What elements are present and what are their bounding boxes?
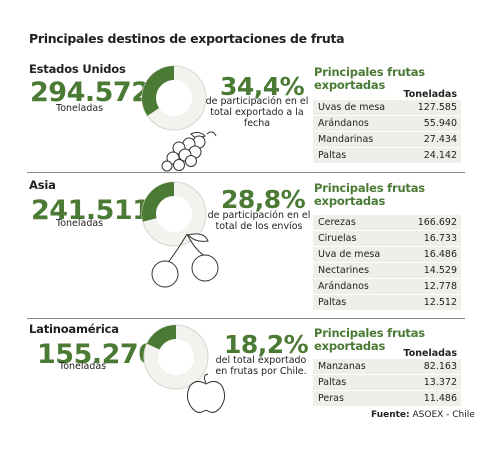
list-item: Ciruelas 16.733	[313, 231, 461, 246]
donut-share-slice	[142, 66, 175, 116]
list-item: Arándanos 12.778	[313, 279, 461, 294]
list-item: Paltas 13.372	[313, 375, 461, 390]
share-desc-estados-unidos: de participación en el total exportado a…	[205, 96, 309, 129]
list-item: Paltas 24.142	[313, 148, 461, 163]
region-name-latinoamerica: Latinoamérica	[29, 322, 119, 336]
list-item: Uva de mesa 16.486	[313, 247, 461, 262]
section-divider	[27, 172, 465, 173]
share-donut-estados-unidos	[141, 65, 207, 131]
unit-label: Toneladas	[59, 361, 107, 372]
unit-label: Toneladas	[56, 103, 104, 114]
section-divider	[27, 318, 465, 319]
share-donut-latinoamerica	[143, 324, 209, 390]
apple-icon	[186, 373, 226, 413]
list-item: Nectarines 14.529	[313, 263, 461, 278]
share-donut-asia	[141, 181, 207, 247]
list-item: Arándanos 55.940	[313, 116, 461, 131]
share-desc-latinoamerica: del total exportado en frutas por Chile.	[215, 355, 307, 377]
list-item: Manzanas 82.163	[313, 359, 461, 374]
page-title: Principales destinos de exportaciones de…	[29, 31, 345, 46]
grapes-icon	[161, 131, 217, 172]
list-item: Peras 11.486	[313, 391, 461, 406]
donut-share-slice	[146, 325, 177, 351]
list-header-latinoamerica: Toneladas	[403, 348, 457, 359]
list-title-asia: Principales frutas exportadas	[314, 181, 425, 208]
list-item: Cerezas 166.692	[313, 215, 461, 230]
list-title-latinoamerica: Principales frutas exportadas	[314, 326, 425, 353]
list-title-estados-unidos: Principales frutas exportadas	[314, 65, 425, 92]
region-total-latinoamerica: 155.270	[37, 339, 157, 370]
list-item: Mandarinas 27.434	[313, 132, 461, 147]
share-percent-latinoamerica: 18,2%	[224, 330, 309, 359]
share-desc-asia: de participación en el total de los enví…	[207, 210, 311, 232]
region-name-asia: Asia	[29, 178, 56, 192]
share-percent-asia: 28,8%	[221, 185, 306, 214]
list-item: Paltas 12.512	[313, 295, 461, 310]
unit-label: Toneladas	[56, 218, 104, 229]
share-percent-estados-unidos: 34,4%	[220, 72, 305, 101]
cherries-icon	[151, 233, 219, 288]
list-header-estados-unidos: Toneladas	[403, 89, 457, 100]
list-item: Uvas de mesa 127.585	[313, 100, 461, 115]
source-note: Fuente: ASOEX - Chile	[371, 410, 475, 420]
region-name-estados-unidos: Estados Unidos	[29, 62, 126, 76]
region-total-asia: 241.511	[31, 195, 151, 226]
donut-share-slice	[142, 182, 175, 222]
region-total-estados-unidos: 294.572	[30, 77, 150, 108]
